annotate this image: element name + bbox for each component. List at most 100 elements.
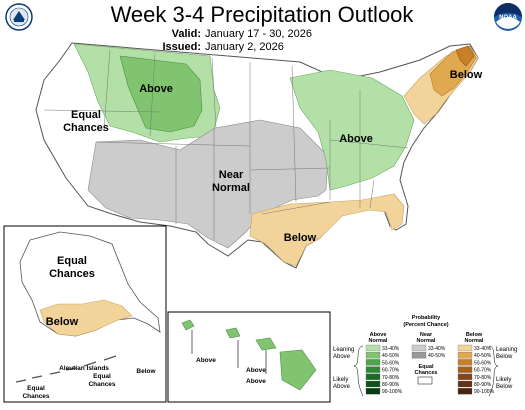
west-equal-line2: Chances: [22, 393, 49, 400]
legend-above-header-line1: Above: [370, 332, 387, 338]
valid-label: Valid:: [172, 28, 201, 40]
legend-likely-below-line2: Below: [496, 384, 513, 390]
label-near-normal-line1: Near: [219, 169, 244, 181]
hawaii-label-above-2: Above: [246, 367, 266, 374]
legend-below-header-line1: Below: [466, 332, 483, 338]
legend-below-swatch: [457, 366, 473, 373]
issued-label: Issued:: [162, 41, 201, 53]
label-equal-chances-line2: Chances: [63, 122, 109, 134]
page-title: Week 3-4 Precipitation Outlook: [111, 2, 415, 27]
legend-above-range-label: 60-70%: [382, 368, 400, 374]
legend-above-swatches: 33-40%40-50%50-60% 60-70%70-80%80-90%90-1…: [365, 344, 403, 395]
legend: Probability (Percent Chance) Above Norma…: [333, 315, 517, 397]
label-equal-chances-line1: Equal: [71, 109, 101, 121]
legend-near-swatch: [411, 344, 427, 352]
aleutian-below: Below: [136, 368, 156, 375]
legend-brace-above: [353, 345, 364, 397]
label-above-great-lakes: Above: [339, 133, 373, 145]
alaska-label-equal-line2: Chances: [49, 268, 95, 280]
legend-below-swatch: [457, 380, 473, 388]
legend-near-swatch: [411, 352, 427, 359]
legend-likely-above-line1: Likely: [333, 377, 348, 383]
legend-below-swatch: [457, 373, 473, 380]
legend-below-swatch: [457, 388, 473, 395]
region-below-northeast-50-60: [455, 45, 475, 67]
legend-above-range-label: 33-40%: [382, 346, 400, 352]
legend-brace-below: [488, 345, 499, 397]
legend-below-range-label: 80-90%: [474, 382, 492, 388]
noaa-logo: NOAA: [494, 3, 522, 31]
hawaii-island-big: [279, 349, 317, 391]
legend-below-range-label: 40-50%: [474, 353, 492, 359]
label-below-south: Below: [284, 232, 317, 244]
legend-leaning-below-line2: Below: [496, 354, 513, 360]
noaa-seal-logo: [5, 3, 33, 31]
legend-above-swatch: [365, 359, 381, 366]
hawaii-inset: Above Above Above: [167, 311, 331, 403]
region-near-normal: [87, 119, 329, 249]
legend-below-swatch: [457, 359, 473, 366]
legend-above-swatch: [365, 344, 381, 352]
region-below-south: [249, 193, 405, 267]
legend-likely-below-line1: Likely: [496, 377, 511, 383]
legend-leaning-above-line2: Above: [333, 354, 351, 360]
legend-above-range-label: 90-100%: [382, 389, 403, 395]
legend-below-swatch: [457, 352, 473, 359]
legend-near-range-label: 40-50%: [428, 353, 446, 359]
legend-above-swatch: [365, 366, 381, 373]
legend-equal-chances-line2: Chances: [415, 370, 438, 376]
legend-below-range-label: 70-80%: [474, 375, 492, 381]
alaska-below-region: [39, 299, 133, 337]
aleutian-equal-line2: Chances: [88, 381, 115, 388]
label-above-northwest: Above: [139, 83, 173, 95]
alaska-label-below: Below: [46, 316, 79, 328]
aleutian-equal-line1: Equal: [93, 373, 111, 380]
legend-below-range-label: 90-100%: [474, 389, 495, 395]
legend-above-swatch: [365, 380, 381, 388]
legend-below-range-label: 60-70%: [474, 368, 492, 374]
legend-leaning-below-line1: Leaning: [496, 347, 517, 353]
svg-text:NOAA: NOAA: [499, 15, 517, 21]
hawaii-label-above-3: Above: [246, 378, 266, 385]
legend-above-swatch: [365, 388, 381, 395]
region-above-northwest-40-50: [119, 55, 203, 133]
state-boundaries: [43, 49, 409, 240]
legend-near-range-label: 33-40%: [428, 346, 446, 352]
legend-below-swatch: [457, 344, 473, 352]
valid-dates: January 17 - 30, 2026: [205, 28, 312, 40]
hawaii-island-oahu: [225, 327, 241, 339]
west-equal-line1: Equal: [27, 385, 45, 392]
legend-above-swatch: [365, 373, 381, 380]
legend-title-line1: Probability: [412, 315, 441, 321]
legend-below-range-label: 50-60%: [474, 360, 492, 366]
legend-equal-chances-line1: Equal: [419, 364, 434, 370]
hawaii-label-above-1: Above: [196, 357, 216, 364]
alaska-label-equal-line1: Equal: [57, 255, 87, 267]
legend-below-header-line2: Normal: [465, 338, 484, 344]
legend-leaning-above-line1: Leaning: [333, 347, 354, 353]
issued-date: January 2, 2026: [205, 41, 284, 53]
legend-above-range-label: 70-80%: [382, 375, 400, 381]
legend-above-range-label: 80-90%: [382, 382, 400, 388]
label-near-normal-line2: Normal: [212, 182, 250, 194]
legend-near-header-line1: Near: [420, 332, 433, 338]
aleutian-islands-label: Aleutian Islands: [59, 365, 109, 372]
label-below-northeast: Below: [450, 69, 483, 81]
conus-map: Above Equal Chances Near Normal Above Be…: [35, 42, 483, 269]
aleutian-islands-chain: [15, 355, 117, 383]
hawaii-island-maui: [255, 337, 277, 351]
legend-above-swatch: [365, 352, 381, 359]
legend-near-swatches: 33-40%40-50%: [411, 344, 446, 359]
legend-title-line2: (Percent Chance): [403, 322, 448, 328]
region-above-great-lakes: [289, 69, 415, 191]
hawaii-island-kauai: [181, 319, 195, 331]
legend-below-swatches: 33-40%40-50%50-60% 60-70%70-80%80-90%90-1…: [457, 344, 495, 395]
legend-likely-above-line2: Above: [333, 384, 351, 390]
legend-equal-chances-swatch: [417, 376, 433, 385]
alaska-inset: Equal Chances Below Aleutian Islands Equ…: [3, 225, 167, 403]
legend-below-range-label: 33-40%: [474, 346, 492, 352]
legend-above-range-label: 40-50%: [382, 353, 400, 359]
legend-above-header-line2: Normal: [369, 338, 388, 344]
legend-near-header-line2: Normal: [417, 338, 436, 344]
